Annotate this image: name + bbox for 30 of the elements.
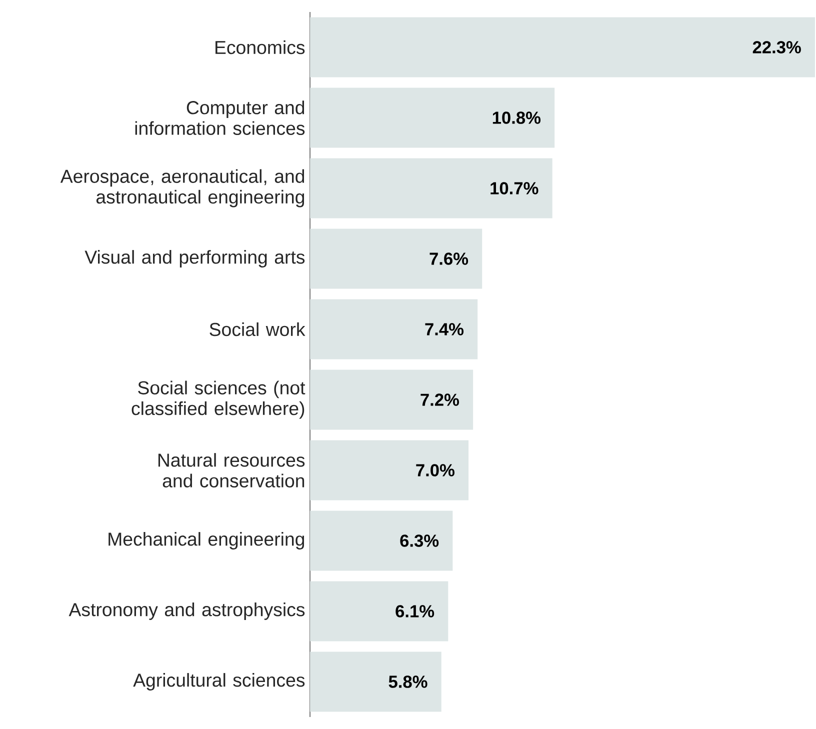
bar [310,17,816,78]
y-tick-label: Economics [216,40,305,54]
bar [310,299,478,360]
bar [310,581,448,642]
data-label: 6.1% [396,605,434,618]
data-label: 10.8% [492,112,541,124]
y-tick-label: Astronomy and astrophysics [68,602,305,620]
bar [310,652,442,712]
bar [310,158,552,218]
bar [310,440,469,500]
y-tick-label: Aerospace, aeronautical, and astronautical engineering [60,169,304,208]
data-label: 7.2% [420,394,459,406]
bar [310,228,482,289]
data-label: 22.3% [752,41,801,54]
y-tick-label: Visual and performing arts [84,250,305,268]
y-tick-label: Natural resources and conservation [158,453,305,488]
data-label: 6.3% [400,534,439,547]
bar [310,88,555,148]
bar [310,510,453,571]
y-tick-label: Mechanical engineering [108,532,304,550]
data-label: 5.8% [388,676,428,688]
data-label: 10.7% [490,182,538,194]
data-label: 7.4% [425,323,464,336]
data-label: 7.0% [416,464,454,476]
y-tick-label: Social sciences (not classified elsewhere) [132,380,306,419]
data-label: 7.6% [430,252,468,265]
bar [310,370,474,430]
y-tick-label: Agricultural sciences [133,673,305,690]
y-tick-label: Social work [210,322,306,336]
y-tick-label: Computer and information sciences [135,100,305,135]
